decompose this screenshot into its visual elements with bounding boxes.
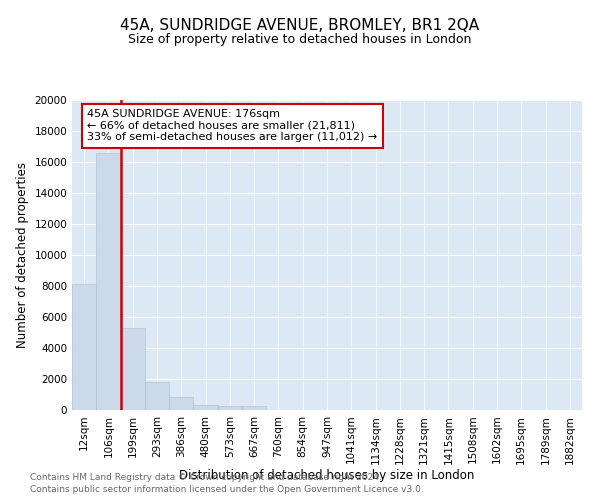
Text: Contains HM Land Registry data © Crown copyright and database right 2024.: Contains HM Land Registry data © Crown c… xyxy=(30,472,382,482)
Y-axis label: Number of detached properties: Number of detached properties xyxy=(16,162,29,348)
Text: 45A, SUNDRIDGE AVENUE, BROMLEY, BR1 2QA: 45A, SUNDRIDGE AVENUE, BROMLEY, BR1 2QA xyxy=(121,18,479,32)
Bar xyxy=(145,382,169,410)
Text: 45A SUNDRIDGE AVENUE: 176sqm
← 66% of detached houses are smaller (21,811)
33% o: 45A SUNDRIDGE AVENUE: 176sqm ← 66% of de… xyxy=(88,110,377,142)
Text: Contains public sector information licensed under the Open Government Licence v3: Contains public sector information licen… xyxy=(30,485,424,494)
Text: Size of property relative to detached houses in London: Size of property relative to detached ho… xyxy=(128,32,472,46)
X-axis label: Distribution of detached houses by size in London: Distribution of detached houses by size … xyxy=(179,469,475,482)
Bar xyxy=(72,284,96,410)
Bar xyxy=(242,406,266,410)
Bar xyxy=(96,152,121,410)
Bar xyxy=(193,406,218,410)
Bar xyxy=(169,398,193,410)
Bar xyxy=(121,328,145,410)
Bar xyxy=(218,406,242,410)
